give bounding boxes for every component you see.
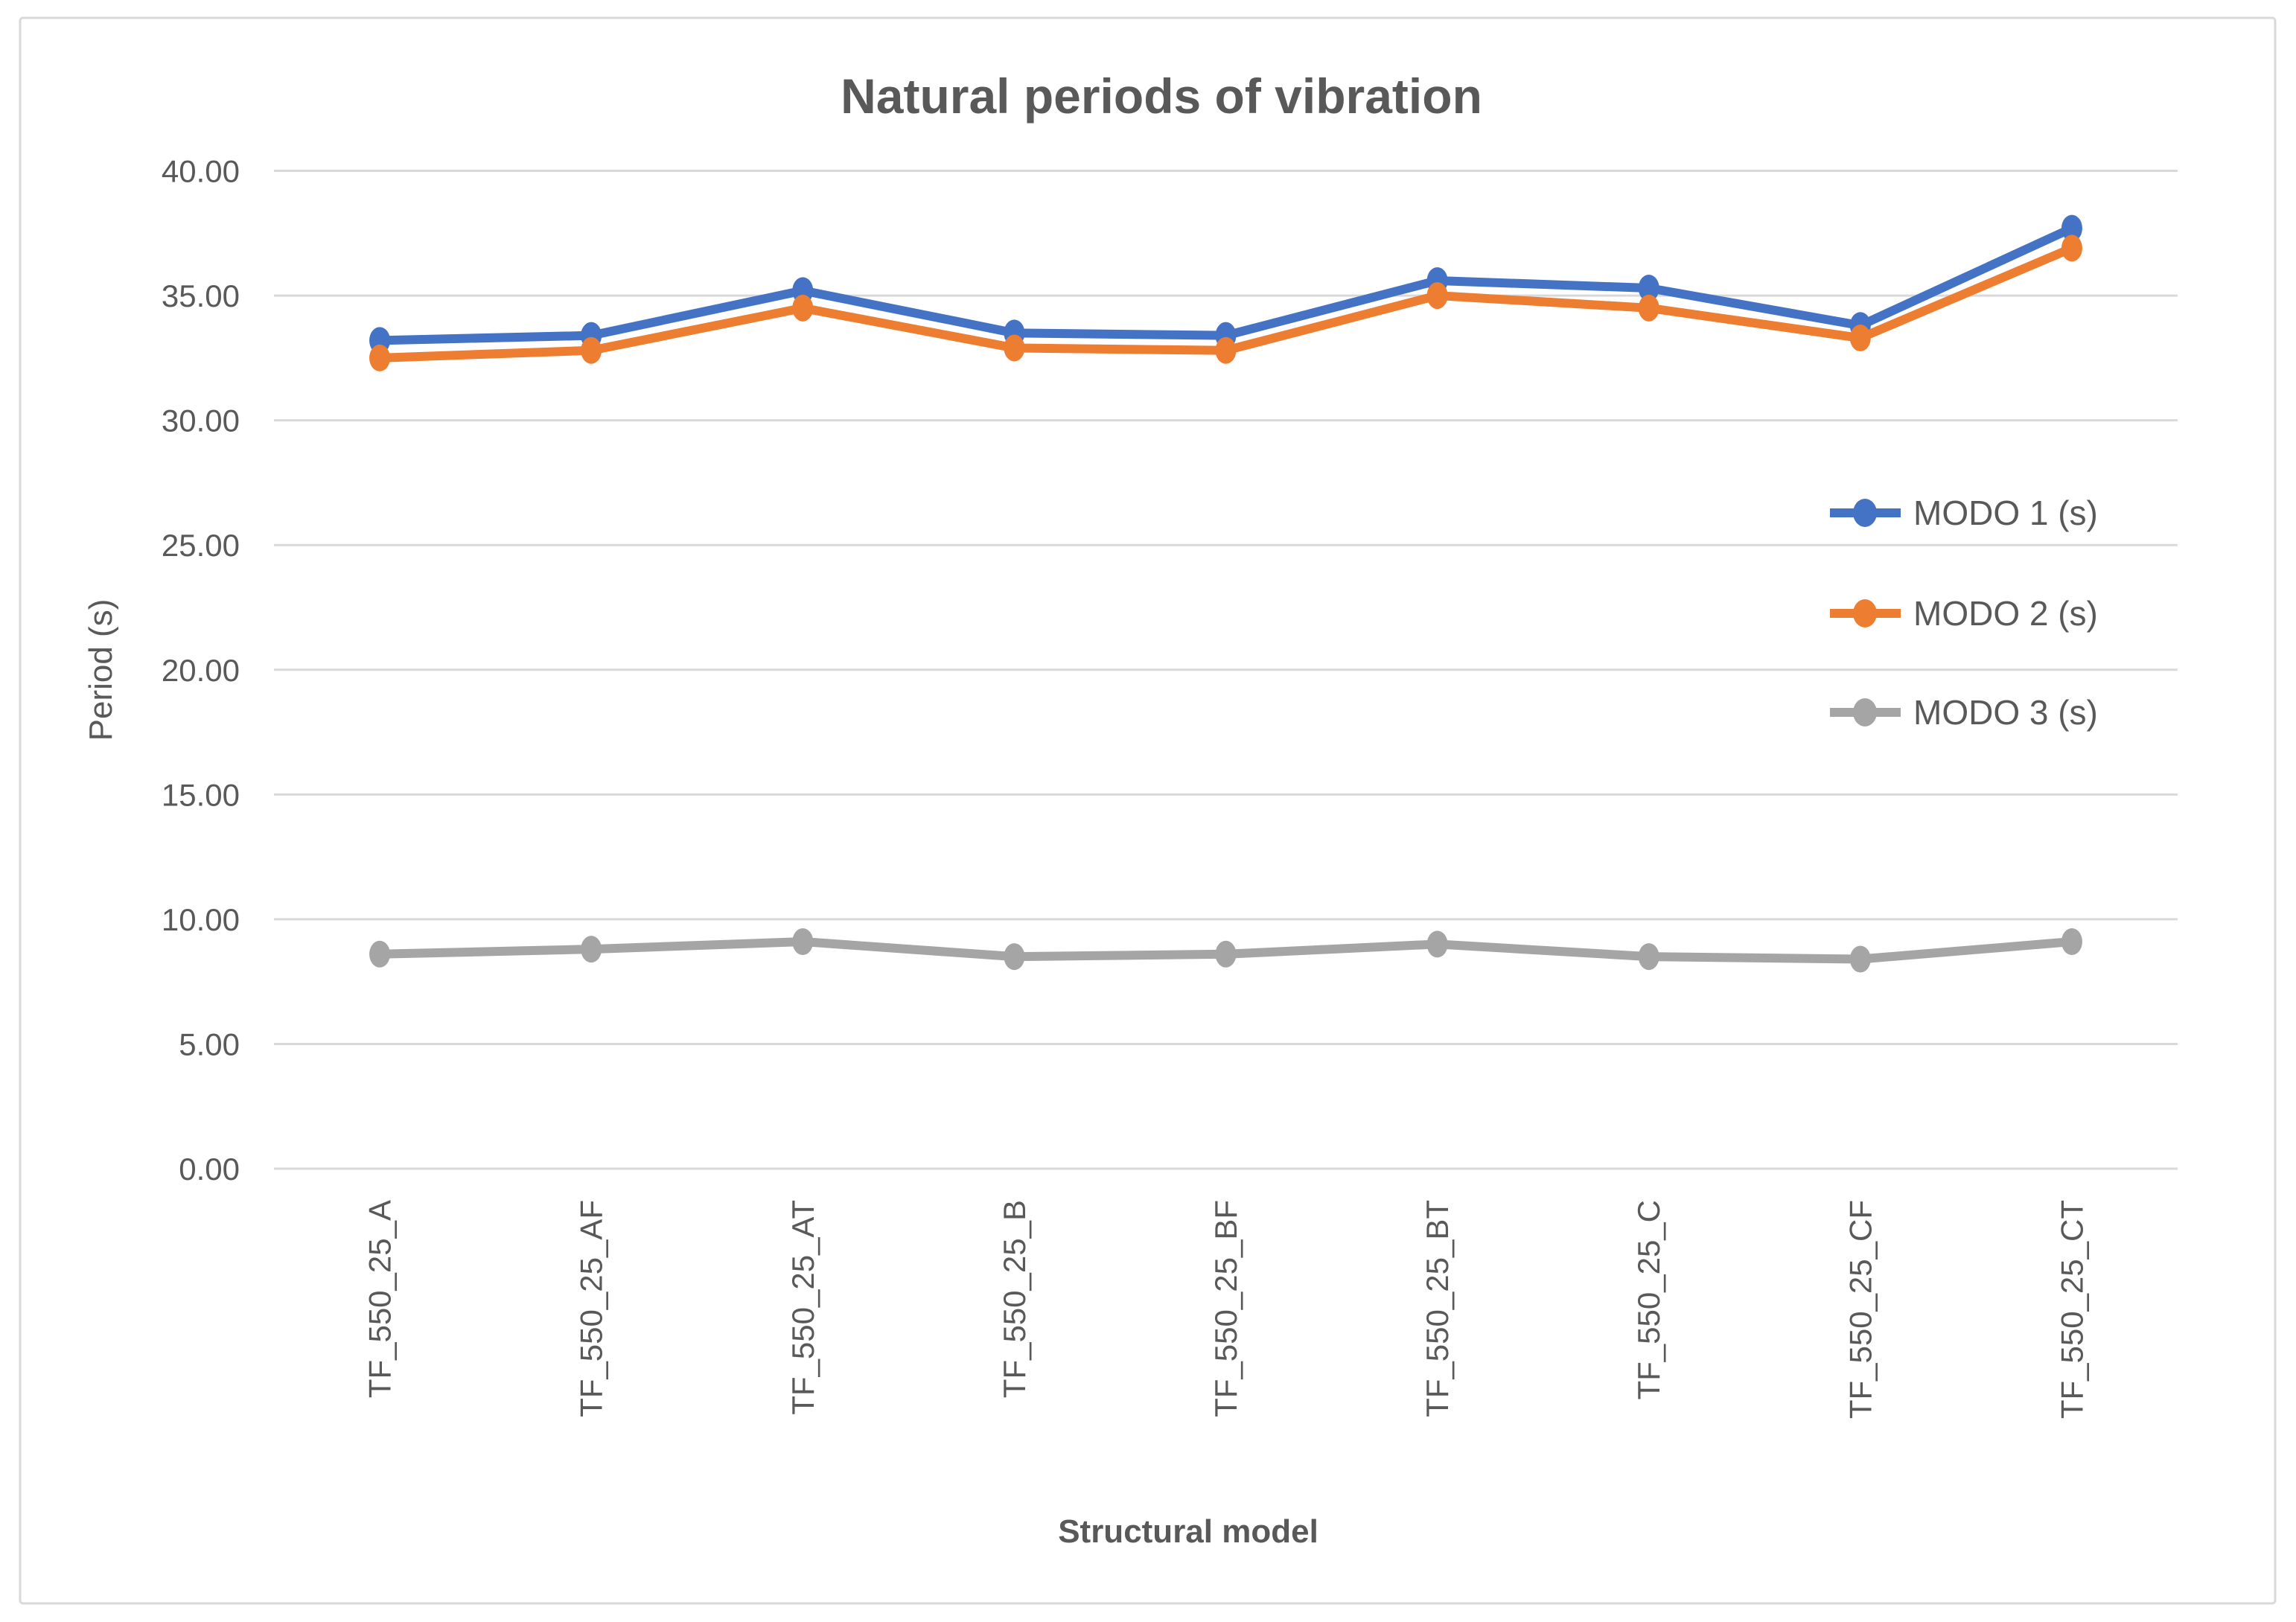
data-point [1849,945,1871,973]
y-tick-label: 35.00 [162,278,240,313]
data-point [1849,325,1871,352]
y-tick-label: 20.00 [162,653,240,688]
chart-border [19,16,2277,1605]
x-category-label: TF_550_25_AT [785,1200,820,1415]
data-point [369,940,391,968]
legend-label: MODO 2 (s) [1913,594,2098,633]
data-point [1215,940,1237,968]
y-tick-label: 40.00 [162,154,240,189]
legend-item[interactable]: MODO 1 (s) [1830,494,2098,532]
data-point [1004,334,1025,362]
data-point [792,928,814,956]
legend-marker-dot [1853,499,1877,527]
y-axis-title: Period (s) [83,599,119,741]
x-category-label: TF_550_25_CT [2054,1200,2089,1419]
y-tick-label: 5.00 [179,1026,240,1061]
y-tick-label: 25.00 [162,528,240,563]
legend-label: MODO 1 (s) [1913,494,2098,532]
y-tick-label: 0.00 [179,1152,240,1187]
gridlines [274,170,2178,1170]
data-point [581,336,602,364]
data-point [2061,928,2082,956]
x-category-label: TF_550_25_AF [574,1200,609,1417]
legend: MODO 1 (s) MODO 2 (s) MODO 3 (s) [1830,494,2098,732]
y-tick-label: 15.00 [162,777,240,812]
data-point [792,294,814,322]
x-category-label: TF_550_25_A [363,1200,398,1398]
data-point [1426,282,1448,310]
data-point [1638,943,1659,971]
data-point [2061,234,2082,262]
data-point [1004,943,1025,971]
data-point [2061,214,2082,242]
data-point [581,936,602,963]
x-category-label: TF_550_25_CF [1843,1200,1878,1419]
y-tick-label: 30.00 [162,403,240,438]
x-category-label: TF_550_25_B [997,1200,1032,1398]
y-axis-tick-labels: 0.00 5.00 10.00 15.00 20.00 25.00 30.00 35.00 40… [162,154,240,1187]
data-point [1426,930,1448,958]
legend-item[interactable]: MODO 2 (s) [1830,594,2098,633]
y-tick-label: 10.00 [162,902,240,937]
x-category-label: TF_550_25_BF [1208,1200,1243,1417]
data-point [1638,294,1659,322]
legend-marker-dot [1853,698,1877,727]
legend-marker-dot [1853,599,1877,628]
data-point [369,344,391,371]
x-axis-category-labels: TF_550_25_A TF_550_25_AF TF_550_25_AT TF_55… [363,1200,2090,1419]
legend-item[interactable]: MODO 3 (s) [1830,693,2098,732]
data-point [1215,336,1237,364]
x-category-label: TF_550_25_BT [1420,1200,1455,1417]
data-series [369,214,2082,973]
data-point [1638,275,1659,302]
x-axis-title: Structural model [1058,1513,1318,1550]
x-category-label: TF_550_25_C [1631,1200,1666,1400]
chart-title: Natural periods of vibration [841,68,1482,124]
legend-label: MODO 3 (s) [1913,693,2098,732]
